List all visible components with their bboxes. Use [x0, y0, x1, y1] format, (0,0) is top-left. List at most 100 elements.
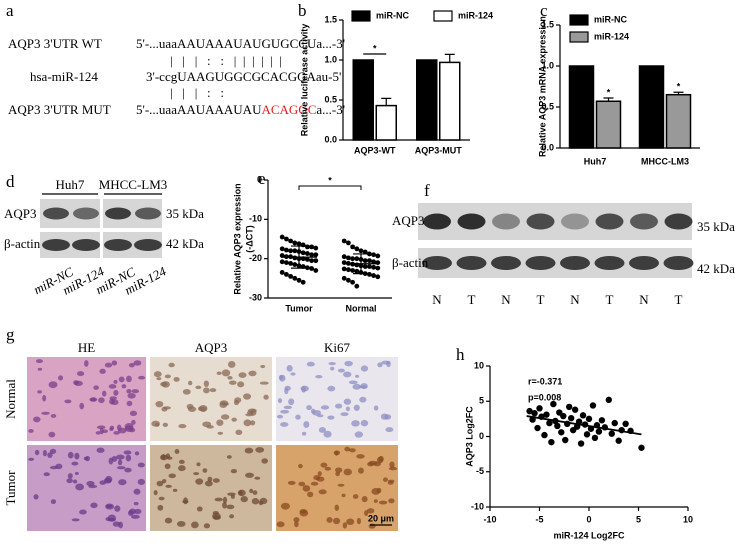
- legend-label: miR-NC: [376, 10, 409, 20]
- data-point: [375, 274, 381, 280]
- cell-nucleus: [64, 399, 72, 404]
- cell-nucleus: [252, 490, 258, 495]
- column-label: HE: [78, 340, 95, 355]
- cell-nucleus: [249, 488, 254, 494]
- cell-nucleus: [377, 362, 383, 368]
- sequence: 3'-ccgUAAGUGGCGCACGGAau-5': [146, 69, 341, 84]
- cell-nucleus: [352, 494, 359, 499]
- data-point: [313, 245, 319, 251]
- cell-nucleus: [156, 377, 162, 381]
- y-tick-label: -10: [249, 214, 262, 224]
- cell-nucleus: [204, 480, 213, 487]
- bar: [568, 65, 595, 149]
- data-point: [350, 256, 355, 262]
- cell-nucleus: [280, 409, 290, 414]
- y-tick-label: 1.5: [324, 14, 337, 24]
- data-point: [292, 255, 298, 261]
- cell-nucleus: [222, 402, 229, 406]
- cell-nucleus: [174, 449, 180, 455]
- cell-nucleus: [83, 456, 89, 461]
- blot-band: [560, 256, 590, 270]
- data-point: [526, 407, 533, 415]
- cell-nucleus: [164, 374, 171, 379]
- cell-nucleus: [196, 462, 201, 467]
- data-point: [346, 240, 351, 246]
- data-point: [288, 273, 293, 279]
- cell-nucleus: [352, 383, 361, 390]
- cell-nucleus: [126, 400, 133, 407]
- data-point: [571, 406, 579, 413]
- cell-nucleus: [35, 359, 43, 364]
- cell-nucleus: [361, 496, 368, 503]
- data-point: [346, 267, 351, 273]
- micrograph: [276, 357, 398, 441]
- cell-nucleus: [227, 360, 236, 368]
- data-point: [309, 258, 314, 264]
- lane-label: T: [537, 292, 545, 307]
- row-label: β-actin: [392, 255, 429, 270]
- cell-nucleus: [133, 488, 141, 495]
- cell-nucleus: [107, 517, 116, 522]
- cell-nucleus: [288, 398, 295, 406]
- data-point: [305, 251, 310, 256]
- blot-band: [73, 207, 99, 220]
- row-label: AQP3: [392, 213, 425, 228]
- data-point: [284, 247, 289, 253]
- cell-nucleus: [227, 376, 233, 380]
- data-point: [292, 275, 298, 281]
- significance-mark: *: [677, 82, 681, 92]
- cell-nucleus: [354, 431, 364, 438]
- x-tick-label: MHCC-LM3: [641, 156, 689, 166]
- cell-nucleus: [182, 388, 191, 395]
- cell-nucleus: [72, 479, 78, 484]
- row-label: Normal: [3, 379, 18, 419]
- sd-bar: [291, 245, 307, 269]
- cell-nucleus: [50, 499, 57, 505]
- y-tick-label: 10: [474, 360, 484, 370]
- legend-label: miR-124: [458, 10, 493, 20]
- data-point: [560, 412, 567, 420]
- blot-band: [422, 256, 452, 270]
- cell-nucleus: [250, 420, 256, 426]
- cell-nucleus: [235, 429, 243, 436]
- cell-nucleus: [165, 484, 172, 488]
- panel-label: b: [298, 1, 307, 20]
- row-label: β-actin: [4, 236, 41, 251]
- cell-nucleus: [290, 372, 296, 376]
- data-point: [279, 259, 285, 265]
- data-point: [562, 436, 569, 444]
- legend-label: miR-124: [594, 31, 629, 41]
- cell-nucleus: [360, 383, 368, 390]
- blot-band: [105, 207, 131, 220]
- cell-nucleus: [202, 468, 208, 473]
- lane-label: T: [606, 292, 614, 307]
- cell-nucleus: [43, 472, 50, 477]
- cell-nucleus: [151, 420, 160, 427]
- x-tick-label: Normal: [345, 303, 376, 313]
- cell-nucleus: [360, 365, 369, 372]
- cell-nucleus: [155, 400, 164, 408]
- data-point: [292, 240, 298, 246]
- cell-nucleus: [216, 371, 222, 376]
- cell-nucleus: [73, 380, 79, 385]
- cell-nucleus: [226, 504, 235, 510]
- cell-nucleus: [227, 492, 236, 496]
- cell-nucleus: [327, 385, 336, 392]
- cell-nucleus: [195, 385, 202, 390]
- cell-nucleus: [105, 504, 113, 508]
- cell-nucleus: [389, 461, 395, 469]
- cell-nucleus: [33, 416, 41, 423]
- cell-nucleus: [343, 371, 352, 378]
- cell-nucleus: [237, 489, 246, 497]
- x-tick-label: AQP3-WT: [354, 145, 396, 155]
- data-point: [341, 254, 347, 260]
- cell-nucleus: [108, 384, 117, 389]
- cell-nucleus: [259, 497, 268, 505]
- data-point: [605, 396, 612, 404]
- data-point: [292, 248, 298, 254]
- y-tick-label: 0.0: [324, 134, 337, 144]
- cell-nucleus: [212, 512, 221, 520]
- cell-nucleus: [137, 478, 146, 486]
- cell-nucleus: [326, 516, 333, 523]
- data-point: [313, 258, 319, 264]
